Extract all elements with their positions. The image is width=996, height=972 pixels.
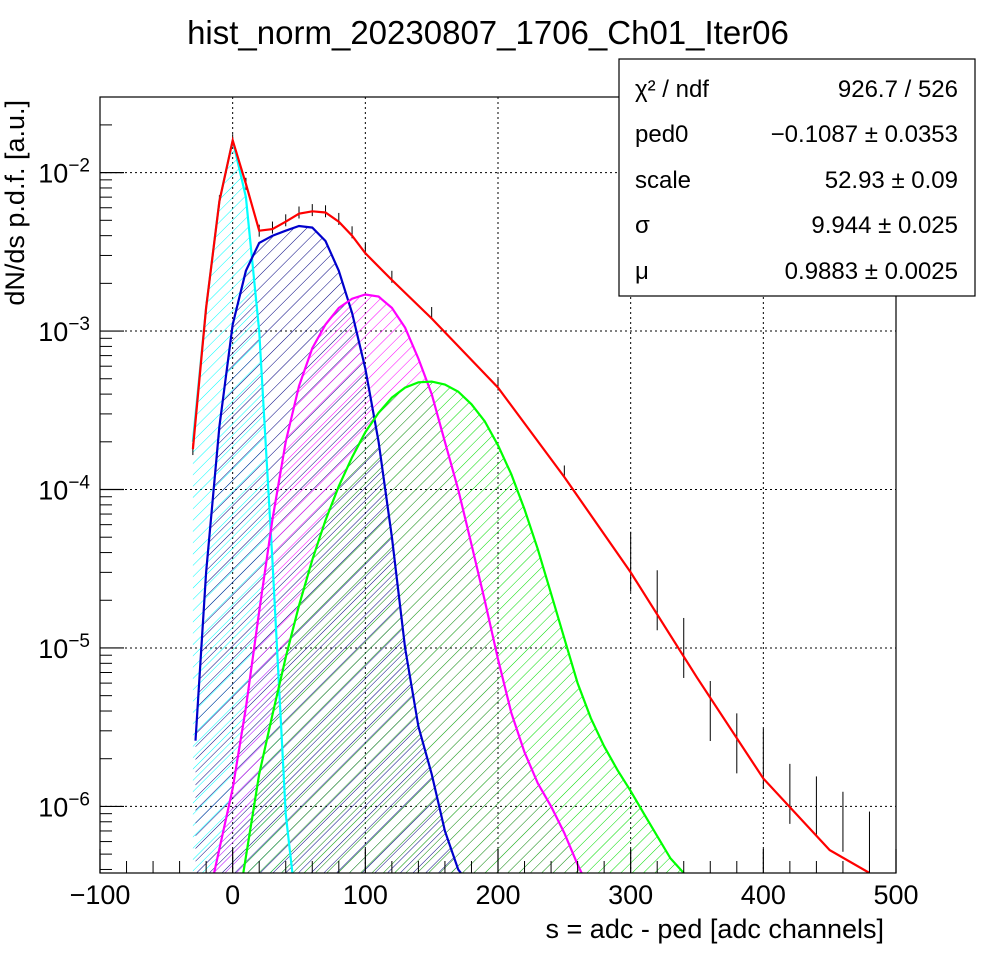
x-tick-label: 100 xyxy=(343,880,388,910)
total-fit-curve xyxy=(191,135,871,873)
stats-label-mu: μ xyxy=(635,258,649,285)
three-pe-component-curve xyxy=(242,380,685,873)
x-tick-label: 500 xyxy=(873,880,918,910)
stats-value-sigma: 9.944 ± 0.025 xyxy=(811,212,958,239)
y-axis-label: dN/ds p.d.f. [a.u.] xyxy=(0,100,30,306)
y-tick-label: 10−4 xyxy=(38,473,90,506)
stats-value-ped0: −0.1087 ± 0.0353 xyxy=(771,121,958,148)
stats-label-ped0: ped0 xyxy=(635,121,688,148)
one-pe-component-curve xyxy=(194,224,462,873)
stats-value-scale: 52.93 ± 0.09 xyxy=(825,167,958,194)
y-axis-ticks: 10−2 10−3 10−4 10−5 10−6 xyxy=(38,96,124,870)
stats-label-sigma: σ xyxy=(635,212,650,239)
x-axis-label: s = adc - ped [adc channels] xyxy=(546,914,884,944)
two-pe-component-curve xyxy=(213,293,583,873)
stats-value-chi2: 926.7 / 526 xyxy=(838,76,958,103)
stats-label-scale: scale xyxy=(635,167,691,194)
x-tick-label: 200 xyxy=(475,880,520,910)
y-tick-label: 10−2 xyxy=(38,156,90,189)
stats-label-chi2: χ² / ndf xyxy=(635,76,709,103)
stats-value-mu: 0.9883 ± 0.0025 xyxy=(785,258,958,285)
y-tick-label: 10−5 xyxy=(38,631,90,664)
x-tick-label: −100 xyxy=(70,880,131,910)
x-axis-ticks: −100 0 100 200 300 400 500 xyxy=(70,849,919,910)
fit-curves xyxy=(191,135,871,873)
chart-title: hist_norm_20230807_1706_Ch01_Iter06 xyxy=(187,14,789,51)
component-areas xyxy=(192,140,684,873)
x-tick-label: 0 xyxy=(225,880,240,910)
x-tick-label: 400 xyxy=(741,880,786,910)
stats-box: χ² / ndf 926.7 / 526 ped0 −0.1087 ± 0.03… xyxy=(618,58,976,297)
x-tick-label: 300 xyxy=(608,880,653,910)
y-tick-label: 10−3 xyxy=(38,314,90,347)
y-tick-label: 10−6 xyxy=(38,789,90,822)
three-pe-component-area xyxy=(243,381,684,873)
stats-box-frame xyxy=(618,58,976,297)
